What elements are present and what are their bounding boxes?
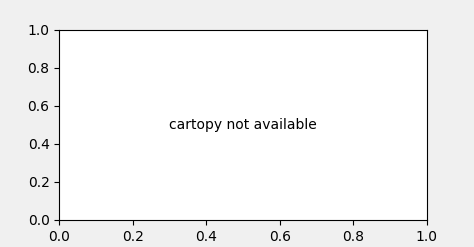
Text: cartopy not available: cartopy not available <box>169 118 317 132</box>
